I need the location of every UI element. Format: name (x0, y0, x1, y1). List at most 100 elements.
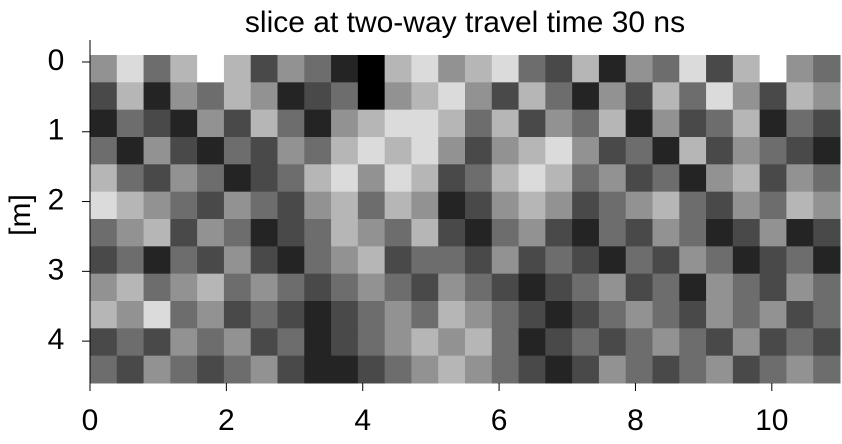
heatmap-cell (598, 137, 627, 165)
heatmap-cell (384, 109, 412, 138)
heatmap-cell (143, 164, 171, 193)
heatmap-cell (572, 246, 600, 275)
heatmap-cell (732, 219, 761, 247)
heatmap-cell (465, 191, 493, 220)
heatmap-cell (572, 273, 600, 302)
heatmap-cell (304, 301, 332, 329)
heatmap-cell (331, 301, 359, 329)
heatmap-cell (625, 191, 653, 220)
heatmap-cell (545, 273, 573, 302)
heatmap-cell (706, 328, 734, 357)
heatmap-cell (652, 109, 680, 138)
heatmap-cell (277, 191, 305, 220)
heatmap-cell (357, 355, 386, 384)
heatmap-cell (786, 55, 814, 83)
heatmap-cell (465, 55, 493, 83)
heatmap-cell (90, 273, 118, 302)
heatmap-cell (786, 246, 814, 275)
heatmap-cell (813, 328, 841, 357)
heatmap-cell (197, 191, 225, 220)
heatmap-cell (679, 82, 707, 111)
heatmap-cell (813, 301, 841, 329)
heatmap-cell (304, 328, 332, 357)
heatmap-cell (331, 273, 359, 302)
heatmap-cell (90, 137, 118, 165)
heatmap-cell (786, 355, 814, 384)
heatmap-cell (411, 55, 439, 83)
heatmap-cell (491, 109, 520, 138)
heatmap-cell (813, 219, 841, 247)
heatmap-cell (706, 191, 734, 220)
heatmap-cell (170, 246, 198, 275)
heatmap-cell (384, 82, 412, 111)
heatmap-cell (759, 82, 787, 111)
heatmap-cell (143, 355, 171, 384)
heatmap-cell (732, 355, 761, 384)
heatmap-cell (411, 82, 439, 111)
heatmap-cell (304, 219, 332, 247)
heatmap-cell (384, 55, 412, 83)
heatmap-cell (652, 301, 680, 329)
heatmap-cell (116, 191, 145, 220)
heatmap-cell (304, 273, 332, 302)
heatmap-cell (518, 82, 546, 111)
heatmap-cell (732, 55, 761, 83)
heatmap-cell (197, 328, 225, 357)
heatmap-cell (813, 246, 841, 275)
heatmap-cell (813, 137, 841, 165)
heatmap-cell (491, 164, 520, 193)
heatmap-cell (652, 273, 680, 302)
heatmap-cell (545, 246, 573, 275)
heatmap-cell (116, 219, 145, 247)
heatmap-cell (116, 273, 145, 302)
heatmap-cell (331, 328, 359, 357)
heatmap-cell (411, 273, 439, 302)
heatmap-cell (465, 219, 493, 247)
heatmap-cell (813, 109, 841, 138)
heatmap-cell (732, 246, 761, 275)
heatmap-cell (491, 273, 520, 302)
heatmap-cell (411, 164, 439, 193)
heatmap-cell (786, 82, 814, 111)
heatmap-cell (598, 191, 627, 220)
heatmap-cell (197, 219, 225, 247)
x-tick-label: 4 (354, 404, 371, 437)
heatmap-cell (143, 246, 171, 275)
heatmap-cell (598, 219, 627, 247)
heatmap-cell (116, 246, 145, 275)
heatmap-cell (545, 137, 573, 165)
heatmap-cell (170, 328, 198, 357)
heatmap-cell (465, 328, 493, 357)
heatmap-cell (786, 219, 814, 247)
heatmap-cell (652, 82, 680, 111)
heatmap-cell (813, 273, 841, 302)
heatmap-cell (223, 109, 252, 138)
heatmap-cell (625, 109, 653, 138)
heatmap-cell (250, 355, 278, 384)
heatmap-cell (170, 301, 198, 329)
heatmap-cell (197, 109, 225, 138)
heatmap-cell (625, 82, 653, 111)
heatmap-cell (572, 355, 600, 384)
heatmap-cell (545, 355, 573, 384)
heatmap-cell (545, 301, 573, 329)
heatmap-cell (116, 301, 145, 329)
heatmap-cell (116, 82, 145, 111)
heatmap-cell (625, 355, 653, 384)
heatmap-cell (223, 219, 252, 247)
heatmap-cell (679, 137, 707, 165)
heatmap-cell (652, 219, 680, 247)
heatmap-cell (250, 82, 278, 111)
heatmap-cell (706, 355, 734, 384)
heatmap-cell (679, 219, 707, 247)
heatmap-cell (652, 55, 680, 83)
heatmap-cell (598, 55, 627, 83)
heatmap-cell (277, 301, 305, 329)
heatmap-cell (223, 82, 252, 111)
heatmap-cell (732, 191, 761, 220)
heatmap-cell (518, 355, 546, 384)
heatmap-cell (304, 82, 332, 111)
heatmap-cell (331, 355, 359, 384)
heatmap-cell (813, 355, 841, 384)
heatmap-cell (786, 164, 814, 193)
